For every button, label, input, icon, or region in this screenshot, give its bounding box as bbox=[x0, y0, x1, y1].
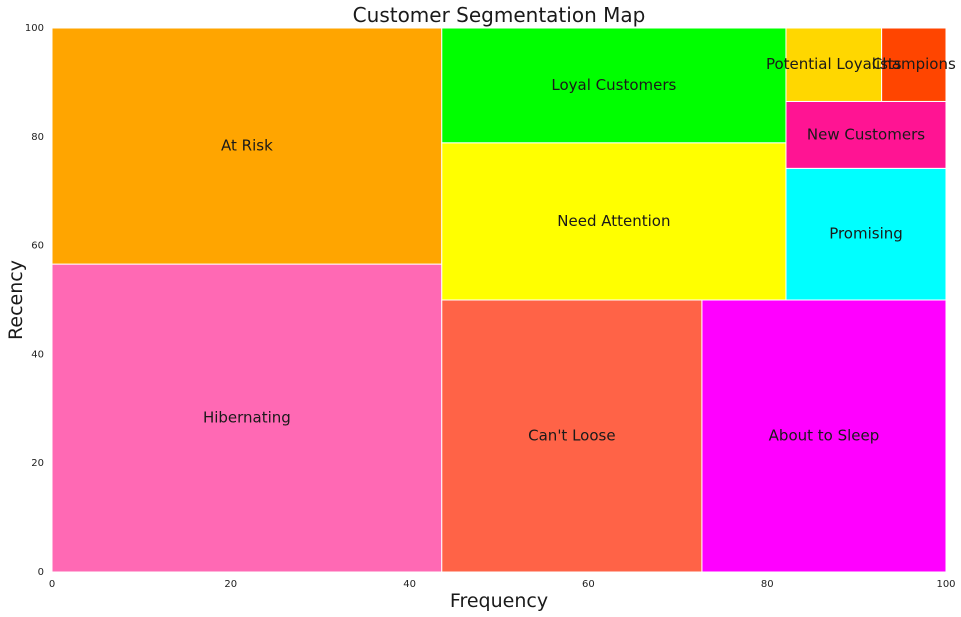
segment-need-attention bbox=[441, 142, 787, 301]
y-axis-title: Recency bbox=[5, 260, 27, 340]
x-tick-label: 20 bbox=[224, 579, 237, 590]
y-tick-label: 20 bbox=[31, 458, 44, 469]
segment-label-loyal-customers: Loyal Customers bbox=[551, 76, 676, 94]
segment-about-to-sleep bbox=[701, 299, 947, 573]
y-tick-label: 80 bbox=[31, 132, 44, 143]
axes: 0 20 40 60 80 100 0 20 40 60 80 100 bbox=[25, 23, 956, 590]
segment-label-need-attention: Need Attention bbox=[557, 212, 670, 230]
x-tick-label: 80 bbox=[761, 579, 774, 590]
segment-at-risk bbox=[51, 27, 443, 265]
plot-area: Hibernating At Risk Can't Loose About to Sl… bbox=[51, 27, 956, 573]
y-tick-label: 0 bbox=[38, 567, 44, 578]
segment-promising bbox=[785, 167, 947, 301]
segment-label-about-to-sleep: About to Sleep bbox=[769, 427, 880, 445]
segment-loyal-customers bbox=[441, 27, 787, 144]
segment-label-new-customers: New Customers bbox=[807, 125, 925, 143]
y-tick-label: 60 bbox=[31, 241, 44, 252]
segment-label-potential-loyalists: Potential Loyalists bbox=[766, 55, 902, 73]
segment-champions bbox=[881, 27, 947, 102]
x-tick-label: 40 bbox=[403, 579, 416, 590]
segment-label-promising: Promising bbox=[829, 225, 903, 243]
segment-label-at-risk: At Risk bbox=[221, 137, 273, 155]
segment-potential-loyalists bbox=[785, 27, 883, 102]
y-tick-label: 100 bbox=[25, 23, 44, 34]
segment-label-can-t-loose: Can't Loose bbox=[528, 427, 615, 445]
x-tick-label: 60 bbox=[582, 579, 595, 590]
x-axis-title: Frequency bbox=[450, 590, 548, 612]
chart-title: Customer Segmentation Map bbox=[353, 3, 646, 27]
segment-new-customers bbox=[785, 100, 947, 169]
segment-hibernating bbox=[51, 263, 443, 573]
segment-label-champions: Champions bbox=[872, 55, 956, 73]
segment-label-hibernating: Hibernating bbox=[203, 409, 291, 427]
y-tick-label: 40 bbox=[31, 349, 44, 360]
x-tick-label: 100 bbox=[936, 579, 955, 590]
x-tick-label: 0 bbox=[49, 579, 55, 590]
